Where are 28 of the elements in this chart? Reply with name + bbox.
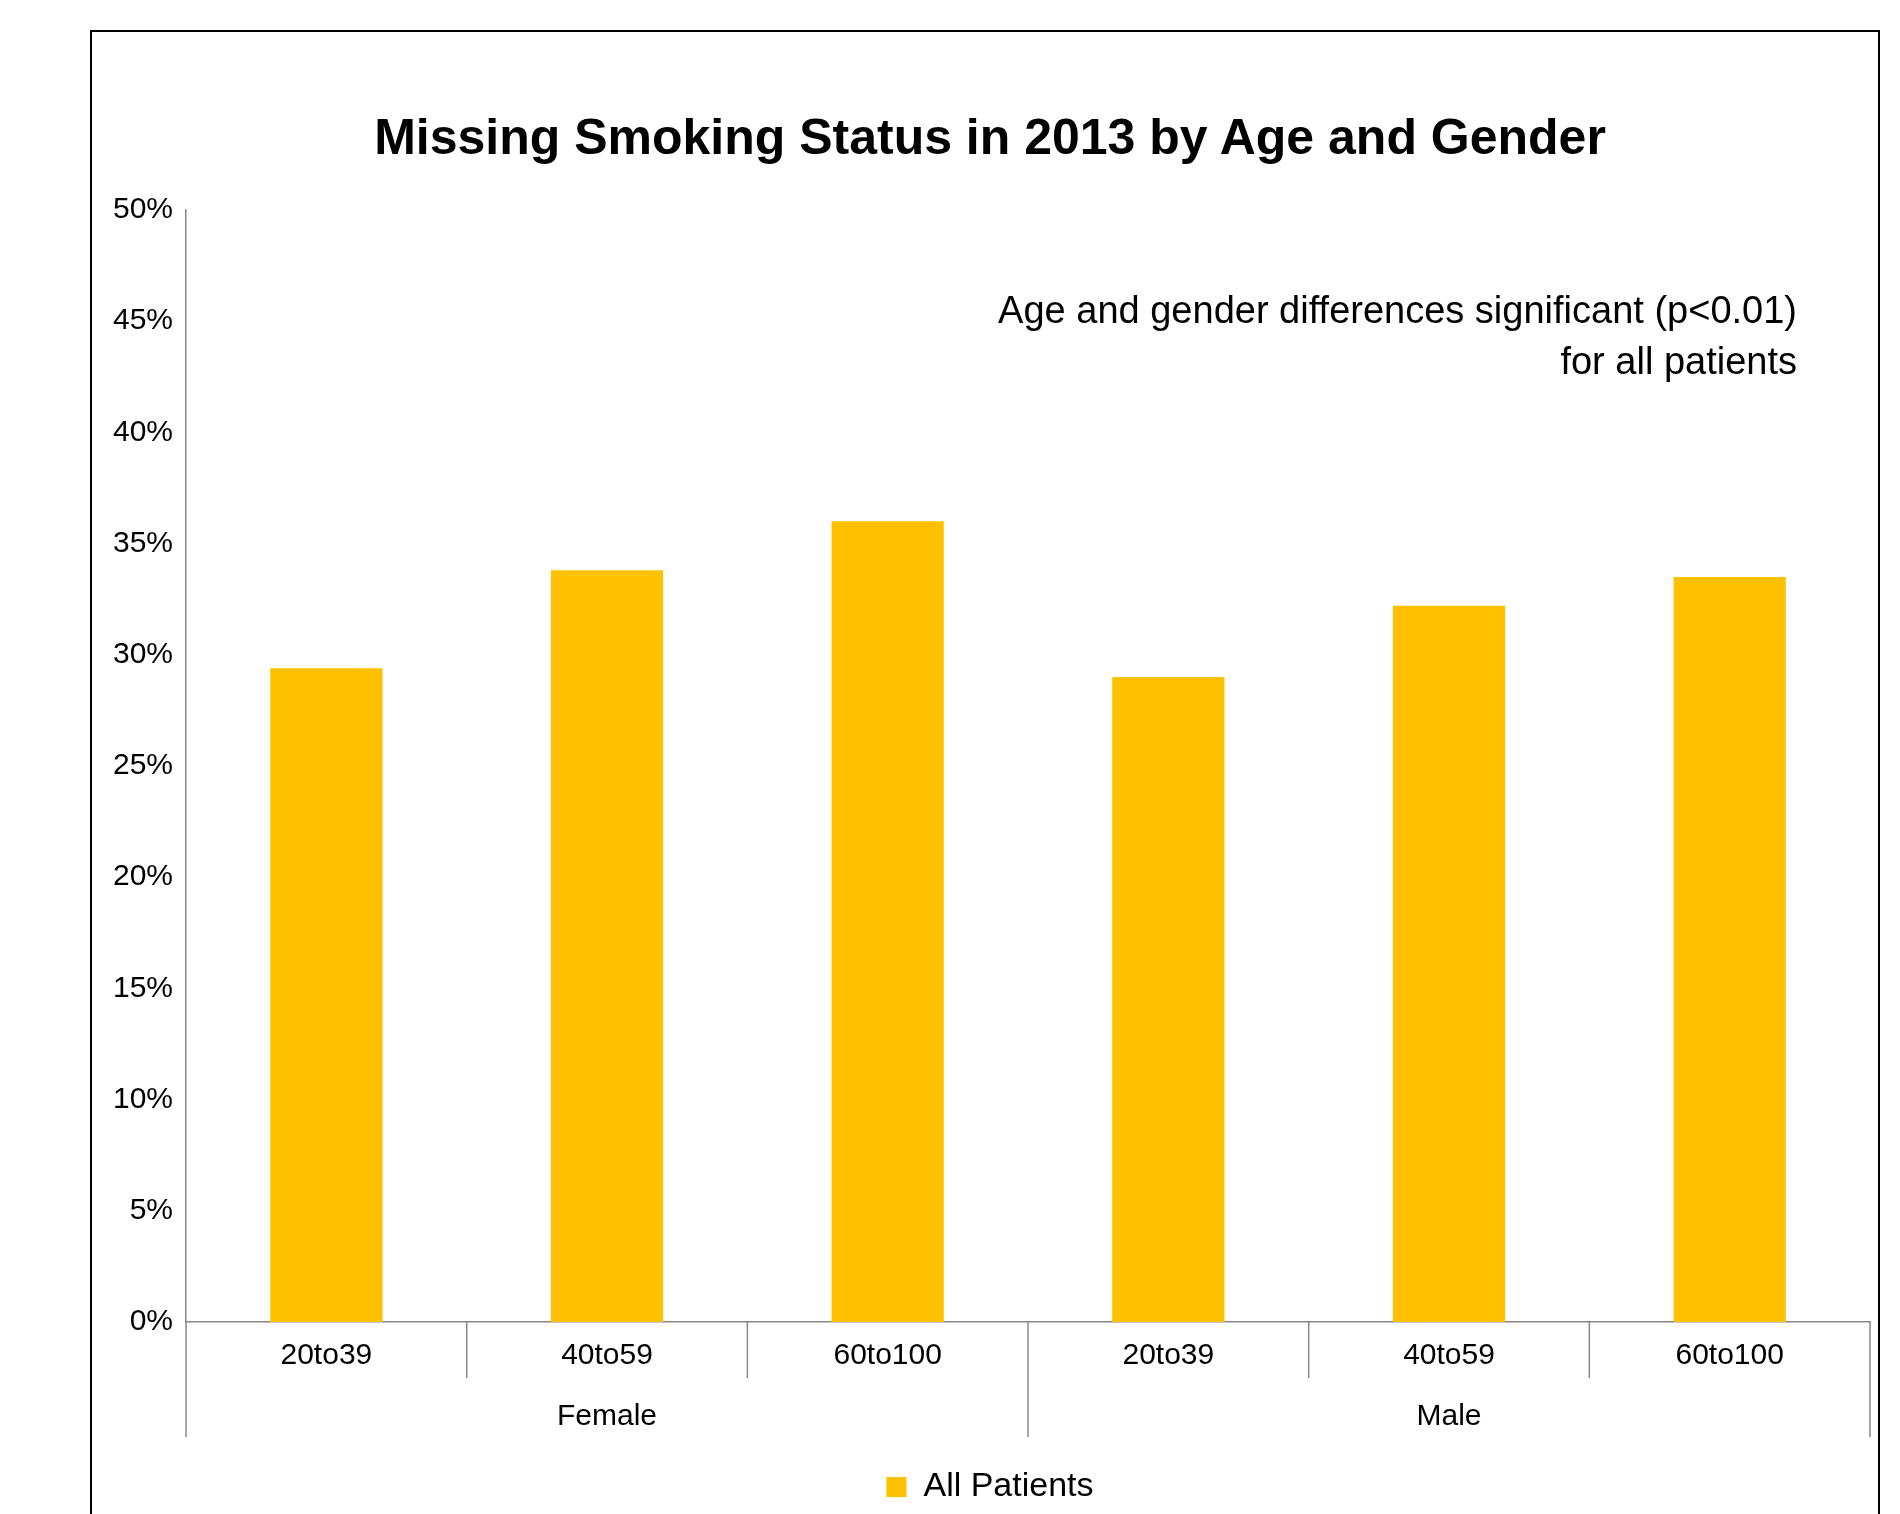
bar	[270, 668, 383, 1322]
y-tick-label: 45%	[113, 302, 174, 336]
y-tick-label: 50%	[113, 191, 174, 225]
annotation: Age and gender differences significant (p<0.01) for all patients	[998, 289, 1797, 383]
x-tick-label: 60to100	[833, 1337, 942, 1371]
x-tick-label: 40to59	[1403, 1337, 1495, 1371]
y-tick-label: 0%	[129, 1303, 174, 1337]
text: Male	[1416, 1398, 1482, 1432]
chart-title: Missing Smoking Status in 2013 by Age and Gender	[374, 108, 1606, 165]
bar	[550, 570, 664, 1322]
x-tick-label: 20to39	[280, 1337, 373, 1371]
x-tick-label: 40to59	[561, 1337, 653, 1371]
y-tick-label: 20%	[113, 858, 174, 892]
text: Female	[557, 1398, 658, 1432]
legend-label: All Patients	[923, 1465, 1094, 1504]
y-tick-label: 30%	[113, 636, 174, 670]
bar	[831, 521, 944, 1322]
y-tick-label: 15%	[113, 969, 174, 1003]
y-tick-label: 40%	[113, 413, 174, 447]
y-tick-label: 10%	[113, 1080, 174, 1114]
y-tick-label: 25%	[113, 747, 174, 781]
bar	[1392, 605, 1506, 1322]
y-tick-label: 5%	[129, 1192, 174, 1226]
y-tick-label: 35%	[113, 524, 174, 558]
bar	[1673, 576, 1786, 1322]
x-tick-label: 20to39	[1122, 1337, 1215, 1371]
bar	[1112, 677, 1225, 1322]
x-tick-label: 60to100	[1675, 1337, 1784, 1371]
